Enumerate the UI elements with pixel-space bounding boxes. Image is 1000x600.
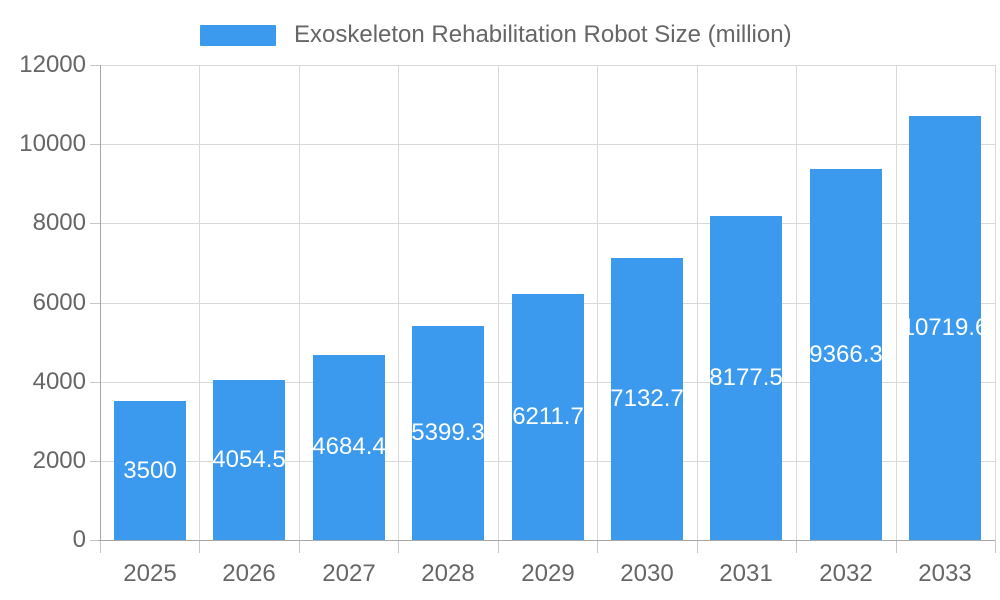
- x-axis-tick: [398, 540, 399, 553]
- x-axis-tick-label: 2026: [222, 560, 276, 587]
- bar: [114, 401, 186, 540]
- bar: [213, 380, 285, 540]
- y-gridline: [100, 144, 995, 145]
- x-axis-tick: [597, 540, 598, 553]
- y-axis-tick-label: 12000: [19, 51, 86, 78]
- y-axis-tick-label: 10000: [19, 130, 86, 157]
- bar-value-label: 4684.4: [312, 433, 386, 460]
- x-gridline: [697, 65, 698, 540]
- x-gridline: [398, 65, 399, 540]
- y-axis-tick-label: 8000: [32, 209, 86, 236]
- x-axis-tick: [796, 540, 797, 553]
- x-axis-tick: [299, 540, 300, 553]
- x-axis-tick-label: 2029: [521, 560, 575, 587]
- y-axis-tick: [90, 303, 100, 304]
- y-gridline: [100, 65, 995, 66]
- bar: [512, 294, 584, 540]
- legend-swatch: [200, 24, 276, 46]
- x-gridline: [597, 65, 598, 540]
- x-axis-tick-label: 2030: [620, 560, 674, 587]
- x-axis-tick-label: 2033: [918, 560, 972, 587]
- bar: [412, 326, 484, 540]
- bar: [611, 258, 683, 540]
- y-axis-tick: [90, 540, 100, 541]
- bar: [313, 355, 385, 540]
- y-axis-tick-label: 4000: [32, 368, 86, 395]
- x-axis-tick-label: 2031: [719, 560, 773, 587]
- bar-value-label: 5399.3: [411, 419, 485, 446]
- y-axis-tick: [90, 65, 100, 66]
- bar-value-label: 4054.5: [212, 446, 286, 473]
- x-axis-tick: [199, 540, 200, 553]
- bar-value-label: 7132.7: [610, 385, 684, 412]
- y-axis-tick-label: 0: [72, 526, 86, 553]
- y-gridline: [100, 223, 995, 224]
- y-axis-tick-label: 6000: [32, 289, 86, 316]
- x-axis-tick-label: 2027: [322, 560, 376, 587]
- y-axis-tick: [90, 223, 100, 224]
- y-axis-tick: [90, 144, 100, 145]
- x-gridline: [995, 65, 996, 540]
- bar-value-label: 3500: [123, 457, 177, 484]
- x-axis-tick: [896, 540, 897, 553]
- x-axis-tick: [100, 540, 101, 553]
- x-axis-tick: [498, 540, 499, 553]
- x-axis-tick-label: 2025: [123, 560, 177, 587]
- bar: [710, 216, 782, 540]
- y-axis-tick: [90, 382, 100, 383]
- x-gridline: [299, 65, 300, 540]
- bar-value-label: 8177.5: [709, 364, 783, 391]
- x-gridline: [199, 65, 200, 540]
- y-axis-line: [100, 65, 101, 540]
- x-axis-tick-label: 2032: [819, 560, 873, 587]
- bar-value-label: 10719.6: [901, 314, 989, 341]
- x-gridline: [796, 65, 797, 540]
- y-axis-tick: [90, 461, 100, 462]
- x-gridline: [896, 65, 897, 540]
- x-axis-tick: [995, 540, 996, 553]
- y-axis-tick-label: 2000: [32, 447, 86, 474]
- x-axis-tick-label: 2028: [421, 560, 475, 587]
- bar-value-label: 6211.7: [512, 403, 584, 430]
- bar: [909, 116, 981, 540]
- x-gridline: [498, 65, 499, 540]
- legend-item[interactable]: Exoskeleton Rehabilitation Robot Size (m…: [200, 21, 792, 48]
- legend-label: Exoskeleton Rehabilitation Robot Size (m…: [294, 21, 792, 48]
- x-axis-line: [98, 540, 995, 541]
- bar-value-label: 9366.3: [809, 341, 883, 368]
- bar: [810, 169, 882, 540]
- x-axis-tick: [697, 540, 698, 553]
